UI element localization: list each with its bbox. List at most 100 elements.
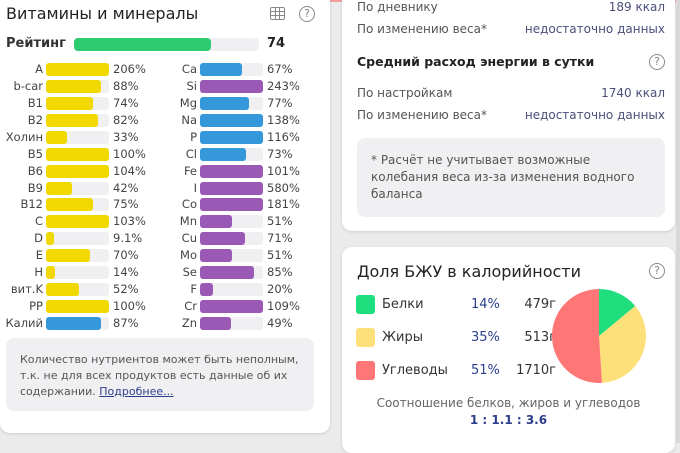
- nutrient-bar: [46, 232, 109, 246]
- nutrient-bar: [200, 113, 263, 127]
- nutrient-name: F: [190, 282, 197, 297]
- nutrient-bar-fill: [200, 232, 245, 246]
- nutrient-name: Mn: [179, 214, 197, 229]
- nutrient-percent: 87%: [113, 315, 139, 330]
- nutrient-percent: 243%: [267, 78, 300, 93]
- nutrient-name: Калий: [5, 315, 43, 330]
- nutrient-bar-fill: [200, 79, 263, 93]
- nutrient-bar: [200, 283, 263, 297]
- nutrient-bar-fill: [200, 198, 263, 212]
- nutrient-bar-fill: [200, 96, 249, 110]
- nutrient-bar: [46, 113, 109, 127]
- kv-value: недостаточно данных: [524, 22, 665, 36]
- nutrient-bar-fill: [200, 113, 263, 127]
- nutrient-row: Холин 33%: [0, 130, 139, 145]
- nutrient-name: P: [190, 129, 197, 144]
- nutrient-bar-fill: [46, 198, 94, 212]
- rating-value: 74: [267, 36, 286, 51]
- pie-slice-Углеводы: [551, 289, 602, 383]
- nutrient-bar: [46, 79, 109, 93]
- nutrient-bar: [200, 215, 263, 229]
- nutrient-name: Mg: [179, 95, 197, 110]
- nutrient-row: Mo 51%: [154, 248, 293, 263]
- nutrient-percent: 82%: [113, 112, 139, 127]
- nutrient-percent: 85%: [267, 265, 293, 280]
- nutrient-percent: 33%: [113, 129, 139, 144]
- kv-diary: По дневнику 189 ккал: [357, 0, 665, 14]
- nutrient-bar: [200, 63, 263, 76]
- nutrient-bar: [46, 266, 109, 280]
- nutrient-row: Cu 71%: [154, 231, 293, 246]
- color-swatch: [356, 295, 375, 314]
- nutrient-name: Cr: [184, 299, 197, 314]
- kv-weight-change: По изменению веса* недостаточно данных: [357, 22, 665, 36]
- nutrient-name: Co: [181, 197, 197, 212]
- rating-label: Рейтинг: [6, 36, 66, 51]
- nutrient-name: Fe: [183, 163, 197, 178]
- nutrient-percent: 104%: [113, 163, 146, 178]
- help-icon[interactable]: ?: [299, 6, 315, 22]
- nutrient-bar-fill: [200, 63, 243, 76]
- nutrient-bar: [200, 181, 263, 195]
- help-icon[interactable]: ?: [649, 263, 665, 279]
- kv-label: По изменению веса*: [357, 108, 487, 122]
- nutrient-name: B9: [27, 180, 43, 195]
- nutrient-percent: 74%: [113, 95, 139, 110]
- nutrient-name: B12: [20, 197, 43, 212]
- nutrient-bar: [46, 181, 109, 195]
- nutrient-bar-fill: [46, 300, 109, 314]
- kv-value: недостаточно данных: [524, 108, 665, 122]
- nutrient-bar: [46, 63, 109, 76]
- nutrient-percent: 49%: [267, 315, 293, 330]
- nutrient-bar-fill: [46, 130, 67, 144]
- nutrient-bar: [200, 147, 263, 161]
- nutrient-bar: [200, 316, 263, 330]
- nutrient-percent: 138%: [267, 112, 300, 127]
- nutrient-row: Cr 109%: [154, 299, 300, 314]
- nutrient-row: D 9.1%: [0, 231, 142, 246]
- table-icon[interactable]: [270, 7, 285, 20]
- macro-grams: 1710г: [516, 363, 556, 378]
- kv-value: 189 ккал: [608, 0, 665, 14]
- nutrient-percent: 77%: [267, 95, 293, 110]
- macro-name: Углеводы: [382, 363, 448, 378]
- help-icon[interactable]: ?: [649, 54, 665, 70]
- nutrient-row: B9 42%: [0, 180, 139, 196]
- scrollbar[interactable]: [676, 0, 680, 443]
- pie-slice-Жиры: [599, 306, 646, 383]
- more-link[interactable]: Подробнее...: [99, 385, 174, 398]
- nutrient-percent: 206%: [113, 62, 146, 76]
- nutrient-percent: 100%: [113, 299, 146, 314]
- macro-percent: 14%: [471, 297, 500, 312]
- nutrient-row: Mg 77%: [154, 96, 293, 111]
- nutrient-percent: 88%: [113, 78, 139, 93]
- kv-label: По настройкам: [357, 86, 453, 100]
- nutrient-percent: 100%: [113, 146, 146, 161]
- nutrient-bar-fill: [200, 300, 263, 314]
- nutrient-bar: [200, 198, 263, 212]
- nutrient-row: Cl 73%: [154, 147, 293, 162]
- kv-value: 1740 ккал: [601, 86, 665, 100]
- nutrient-row: Si 243%: [154, 79, 300, 94]
- card-title: Доля БЖУ в калорийности: [357, 262, 581, 281]
- nutrient-bar: [46, 249, 109, 263]
- nutrient-bar-fill: [200, 130, 263, 144]
- nutrient-row: PP 100%: [0, 299, 146, 314]
- nutrient-bar-fill: [46, 113, 98, 127]
- nutrient-bar: [200, 232, 263, 246]
- note-text: Количество нутриентов может быть неполны…: [20, 353, 299, 398]
- energy-card: По дневнику 189 ккал По изменению веса* не…: [342, 0, 675, 231]
- nutrient-bar-fill: [46, 316, 101, 330]
- macro-legend-item: Жиры 35% 513г: [356, 328, 566, 348]
- nutrient-percent: 181%: [267, 197, 300, 212]
- card-title: Витамины и минералы: [6, 4, 199, 23]
- nutrient-name: C: [34, 214, 43, 229]
- nutrient-percent: 580%: [267, 180, 300, 195]
- nutrient-bar-fill: [200, 181, 263, 195]
- nutrient-row: Na 138%: [154, 113, 300, 128]
- nutrient-bar-fill: [200, 283, 213, 297]
- nutrient-bar: [46, 96, 109, 110]
- nutrient-name: E: [35, 248, 43, 263]
- nutrient-row: B5 100%: [0, 147, 146, 162]
- nutrient-bar-fill: [200, 316, 231, 330]
